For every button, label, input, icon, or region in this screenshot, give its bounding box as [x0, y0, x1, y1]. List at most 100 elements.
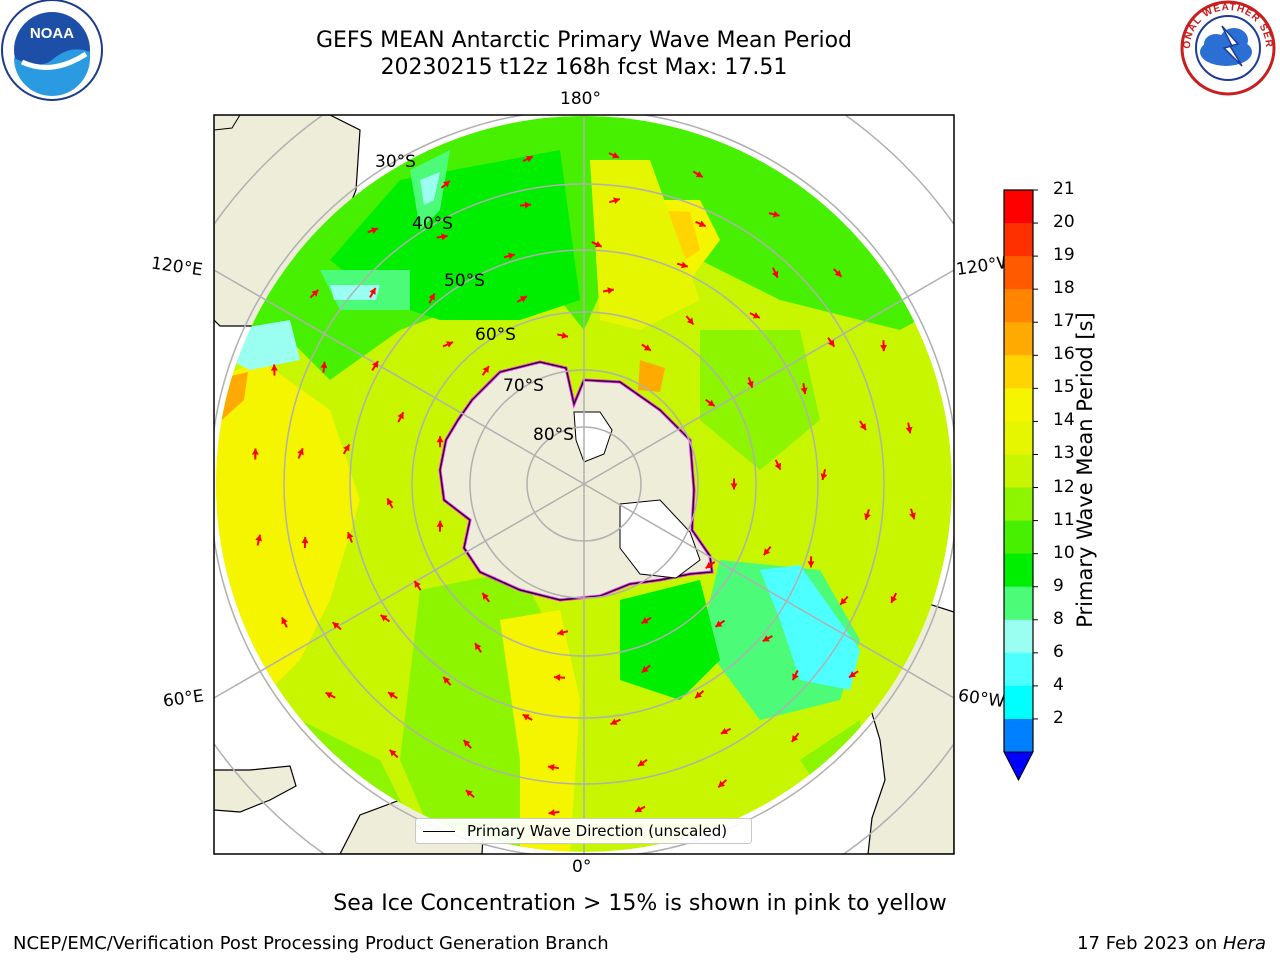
- wave-arrow-head: [522, 714, 530, 721]
- wave-arrow-head: [641, 617, 649, 624]
- lat-label-30s: 30°S: [375, 152, 416, 172]
- colorbar-border: [1003, 189, 1034, 752]
- wave-arrow-head: [720, 727, 728, 735]
- wave-arrow-head: [428, 293, 435, 301]
- wave-arrow-head: [695, 691, 702, 699]
- colorbar-band: [1004, 553, 1033, 588]
- wave-arrow-head: [281, 617, 288, 625]
- colorbar-band: [1004, 388, 1033, 422]
- wave-arrow-head: [371, 361, 379, 369]
- wave-arrow-head: [441, 233, 448, 241]
- colorbar-band: [1004, 289, 1033, 323]
- colorbar-tick-label: 12: [1053, 476, 1075, 497]
- graticule: [214, 115, 954, 854]
- wave-arrow-head: [686, 317, 694, 325]
- colorbar-band: [1004, 190, 1033, 224]
- wave-arrow-head: [774, 462, 781, 470]
- colorbar-tick-label: 17: [1053, 311, 1075, 332]
- colorbar-tick-label: 20: [1053, 212, 1075, 233]
- wave-arrow-head: [270, 364, 278, 371]
- wave-arrow-head: [772, 210, 780, 218]
- wave-arrow-head: [607, 287, 614, 295]
- wave-arrow-head: [762, 635, 770, 642]
- nws-logo: NATIONAL WEATHER SERVICE: [1176, 0, 1276, 96]
- noaa-logo-text: NOAA: [30, 25, 74, 42]
- wave-arrow-head: [791, 735, 799, 742]
- wave-arrow-head: [554, 673, 561, 681]
- sea-ice-caption: Sea Ice Concentration > 15% is shown in …: [333, 891, 947, 916]
- legend-line: [423, 831, 455, 832]
- wave-arrow-head: [718, 780, 726, 788]
- wave-arrow-head: [763, 548, 771, 556]
- wave-arrow-head: [482, 593, 489, 600]
- wave-arrow-head: [864, 513, 871, 520]
- wave-arrow-head: [752, 312, 760, 319]
- wave-arrow-head: [255, 534, 263, 542]
- wave-arrow-head: [397, 412, 404, 420]
- wave-arrow-head: [561, 331, 569, 339]
- noaa-logo: NOAA: [1, 0, 103, 101]
- wave-arrow-head: [834, 270, 842, 277]
- colorbar-band: [1004, 223, 1033, 257]
- wave-arrow-head: [443, 676, 450, 684]
- wave-arrow-head: [519, 296, 527, 303]
- wave-arrow-head: [635, 805, 643, 813]
- colorbar-band: [1004, 256, 1033, 290]
- wave-direction-arrows: [251, 151, 916, 817]
- wave-arrow-head: [643, 344, 651, 351]
- colorbar-tick-label: 13: [1053, 443, 1075, 464]
- wave-arrow-head: [371, 227, 378, 234]
- wave-arrow-head: [859, 423, 866, 431]
- wave-arrow-head: [849, 671, 856, 678]
- wave-arrow-head: [840, 597, 847, 605]
- wave-arrow-head: [332, 622, 340, 629]
- wave-arrow-head: [594, 240, 602, 248]
- map-title: GEFS MEAN Antarctic Primary Wave Mean Pe…: [315, 28, 853, 53]
- wave-arrow-head: [557, 628, 564, 636]
- wave-arrow-head: [612, 151, 620, 159]
- wave-arrow-head: [730, 483, 738, 490]
- wave-arrow-head: [771, 270, 779, 278]
- wave-arrow-head: [637, 759, 645, 767]
- lon-label-0: 0°: [572, 857, 592, 877]
- colorbar: [1003, 189, 1038, 782]
- wave-arrow-head: [369, 287, 376, 295]
- wave-arrow-head: [414, 580, 421, 588]
- colorbar-tick-label: 15: [1053, 377, 1075, 398]
- lat-label-40s: 40°S: [412, 214, 453, 234]
- wave-arrow-head: [436, 436, 444, 443]
- colorbar-band: [1004, 454, 1033, 489]
- credit-text: NCEP/EMC/Verification Post Processing Pr…: [13, 933, 609, 954]
- lat-label-60s: 60°S: [475, 325, 516, 345]
- wave-arrow-head: [346, 532, 354, 540]
- wave-arrow-head: [446, 341, 454, 348]
- wave-arrow-head: [297, 448, 304, 456]
- wave-arrow-head: [387, 498, 394, 506]
- map-legend: Primary Wave Direction (unscaled): [415, 818, 752, 844]
- wave-arrow-head: [325, 692, 333, 699]
- colorbar-band: [1004, 685, 1033, 720]
- wave-arrow-head: [707, 399, 715, 407]
- colorbar-tick-label: 10: [1053, 542, 1075, 563]
- wave-arrow-head: [443, 180, 450, 188]
- wave-arrow-head: [641, 665, 649, 673]
- colorbar-band: [1004, 619, 1033, 654]
- wave-arrow-head: [548, 809, 555, 817]
- wave-arrow-head: [380, 615, 388, 622]
- wave-arrow-head: [311, 289, 319, 297]
- wave-arrow-head: [695, 171, 703, 178]
- lat-label-50s: 50°S: [444, 271, 485, 291]
- wave-arrow-head: [524, 201, 532, 209]
- wave-arrow-head: [705, 561, 713, 569]
- wave-arrow-head: [905, 426, 913, 434]
- colorbar-band: [1004, 355, 1033, 389]
- wave-arrow-head: [807, 561, 815, 568]
- colorbar-band: [1004, 520, 1033, 555]
- wave-arrow-head: [820, 473, 828, 480]
- colorbar-tick-label: 6: [1053, 641, 1064, 662]
- colorbar-tick-label: 8: [1053, 608, 1064, 629]
- wave-arrow-head: [909, 512, 916, 520]
- colorbar-tick-label: 21: [1053, 179, 1075, 199]
- map-frame: [213, 114, 955, 855]
- colorbar-extend-arrow: [1003, 751, 1034, 782]
